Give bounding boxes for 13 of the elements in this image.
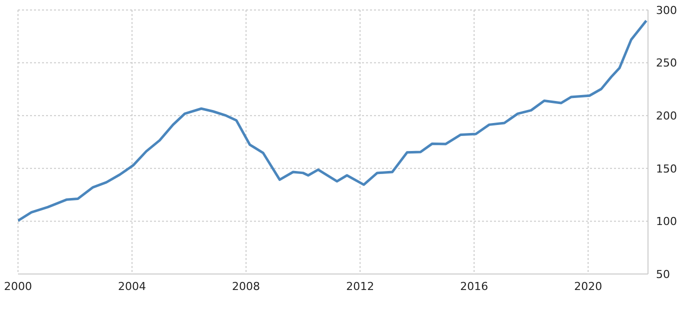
y-tick-label: 200 <box>656 110 677 123</box>
y-tick-label: 100 <box>656 215 677 228</box>
y-tick-label: 50 <box>656 268 670 281</box>
x-tick-label: 2000 <box>4 280 32 293</box>
x-tick-label: 2008 <box>232 280 260 293</box>
line-series <box>18 19 648 222</box>
x-tick-label: 2016 <box>460 280 488 293</box>
x-tick-label: 2020 <box>574 280 602 293</box>
y-tick-label: 150 <box>656 162 677 176</box>
y-tick-label: 300 <box>656 4 677 17</box>
x-tick-label: 2004 <box>118 280 146 293</box>
y-tick-label: 250 <box>656 56 677 70</box>
x-tick-label: 2012 <box>346 280 374 293</box>
